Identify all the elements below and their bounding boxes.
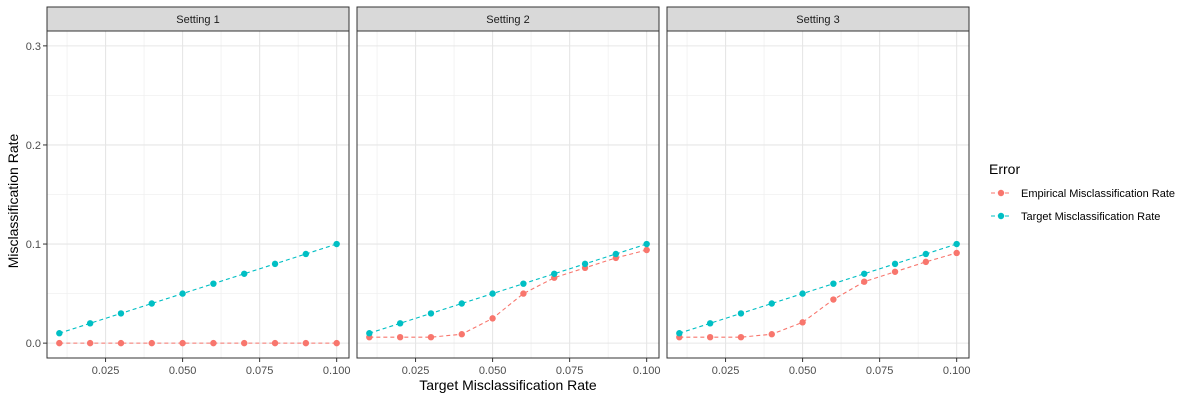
- data-point-empirical: [891, 268, 899, 275]
- panel-border: [666, 30, 970, 359]
- data-point-target: [366, 330, 373, 337]
- y-axis-title: Misclassification Rate: [5, 133, 21, 268]
- data-point-empirical: [117, 339, 125, 347]
- y-tick-label: 0.1: [26, 239, 41, 251]
- data-point-target: [489, 290, 496, 297]
- data-point-target: [891, 260, 899, 268]
- data-point-target: [922, 250, 930, 258]
- legend-key-point-target: [997, 212, 1005, 220]
- data-point-target: [241, 270, 248, 277]
- data-point-target: [302, 250, 310, 258]
- data-point-target: [799, 290, 806, 297]
- legend-label-target: Target Misclassification Rate: [1021, 211, 1160, 223]
- y-tick-label: 0.3: [26, 41, 41, 53]
- data-point-empirical: [830, 296, 837, 303]
- data-point-target: [333, 240, 340, 248]
- data-point-empirical: [427, 333, 435, 341]
- legend-key-point-empirical: [997, 189, 1005, 197]
- data-point-target: [861, 270, 868, 277]
- data-point-target: [210, 280, 217, 287]
- x-tick-label: 0.100: [633, 365, 661, 377]
- data-point-empirical: [922, 258, 930, 266]
- data-point-empirical: [179, 339, 186, 347]
- x-tick-label: 0.075: [556, 365, 584, 377]
- x-tick-label: 0.050: [789, 365, 817, 377]
- facet-strip: [46, 6, 350, 32]
- facet-title: Setting 1: [176, 14, 219, 26]
- panels: 0.0 0.1 0.2 0.3 Setting 1 0.025 0.050 0.075 0.10…: [26, 6, 971, 377]
- data-point-target: [458, 300, 465, 307]
- data-point-empirical: [458, 331, 465, 338]
- data-point-target: [148, 300, 155, 307]
- data-point-target: [581, 260, 589, 268]
- y-tick-label: 0.2: [26, 140, 41, 152]
- data-point-target: [56, 330, 63, 337]
- data-point-target: [396, 320, 404, 327]
- data-point-target: [737, 310, 745, 317]
- x-tick-label: 0.025: [92, 365, 120, 377]
- panel-1: Setting 1 0.025 0.050 0.075 0.100: [46, 6, 351, 377]
- legend-item-target: Target Misclassification Rate: [991, 211, 1160, 223]
- data-point-empirical: [737, 333, 745, 341]
- legend: Error Empirical Misclassification Rate T…: [989, 161, 1175, 223]
- data-point-target: [86, 320, 94, 327]
- data-point-empirical: [706, 333, 714, 341]
- data-point-empirical: [333, 339, 340, 347]
- x-tick-label: 0.050: [479, 365, 507, 377]
- panel-border: [46, 30, 350, 359]
- data-point-target: [179, 290, 186, 297]
- x-tick-label: 0.100: [943, 365, 971, 377]
- data-point-empirical: [241, 339, 248, 347]
- data-point-empirical: [861, 278, 868, 285]
- data-point-target: [768, 300, 775, 307]
- data-point-empirical: [210, 339, 217, 347]
- data-point-empirical: [768, 331, 775, 338]
- data-point-empirical: [86, 339, 94, 347]
- data-point-target: [676, 330, 683, 337]
- data-point-target: [706, 320, 714, 327]
- facet-title: Setting 2: [486, 14, 529, 26]
- data-point-target: [520, 280, 527, 287]
- legend-item-empirical: Empirical Misclassification Rate: [991, 188, 1175, 200]
- data-point-empirical: [953, 249, 960, 257]
- legend-label-empirical: Empirical Misclassification Rate: [1021, 188, 1175, 200]
- data-point-empirical: [271, 339, 279, 347]
- data-point-empirical: [396, 333, 404, 341]
- panel-3: Setting 3 0.025 0.050 0.075 0.100: [666, 6, 971, 377]
- series-line-empirical: [679, 252, 957, 338]
- x-tick-label: 0.075: [866, 365, 894, 377]
- data-point-target: [612, 250, 620, 258]
- data-point-empirical: [302, 339, 310, 347]
- facet-strip: [356, 6, 660, 32]
- data-point-empirical: [643, 246, 650, 254]
- facet-title: Setting 3: [796, 14, 839, 26]
- legend-title: Error: [989, 161, 1020, 177]
- x-tick-label: 0.050: [169, 365, 197, 377]
- data-point-target: [643, 240, 650, 248]
- data-point-target: [551, 270, 558, 277]
- data-point-empirical: [520, 290, 527, 297]
- data-point-empirical: [148, 339, 155, 347]
- x-tick-label: 0.025: [712, 365, 740, 377]
- data-point-empirical: [56, 339, 63, 347]
- x-tick-label: 0.025: [402, 365, 430, 377]
- facet-strip: [666, 6, 970, 32]
- data-point-target: [427, 310, 435, 317]
- data-point-empirical: [799, 319, 806, 326]
- x-tick-label: 0.100: [323, 365, 351, 377]
- x-tick-label: 0.075: [246, 365, 274, 377]
- data-point-target: [830, 280, 837, 287]
- axis-labels: Target Misclassification Rate Misclassif…: [5, 133, 597, 393]
- panel-2: Setting 2 0.025 0.050 0.075 0.100: [356, 6, 661, 377]
- y-tick-label: 0.0: [26, 338, 41, 350]
- panel-border: [356, 30, 660, 359]
- x-axis-title: Target Misclassification Rate: [419, 377, 597, 393]
- series-line-empirical: [369, 249, 647, 338]
- data-point-target: [271, 260, 279, 268]
- data-point-target: [953, 240, 960, 248]
- data-point-empirical: [489, 315, 496, 322]
- data-point-target: [117, 310, 125, 317]
